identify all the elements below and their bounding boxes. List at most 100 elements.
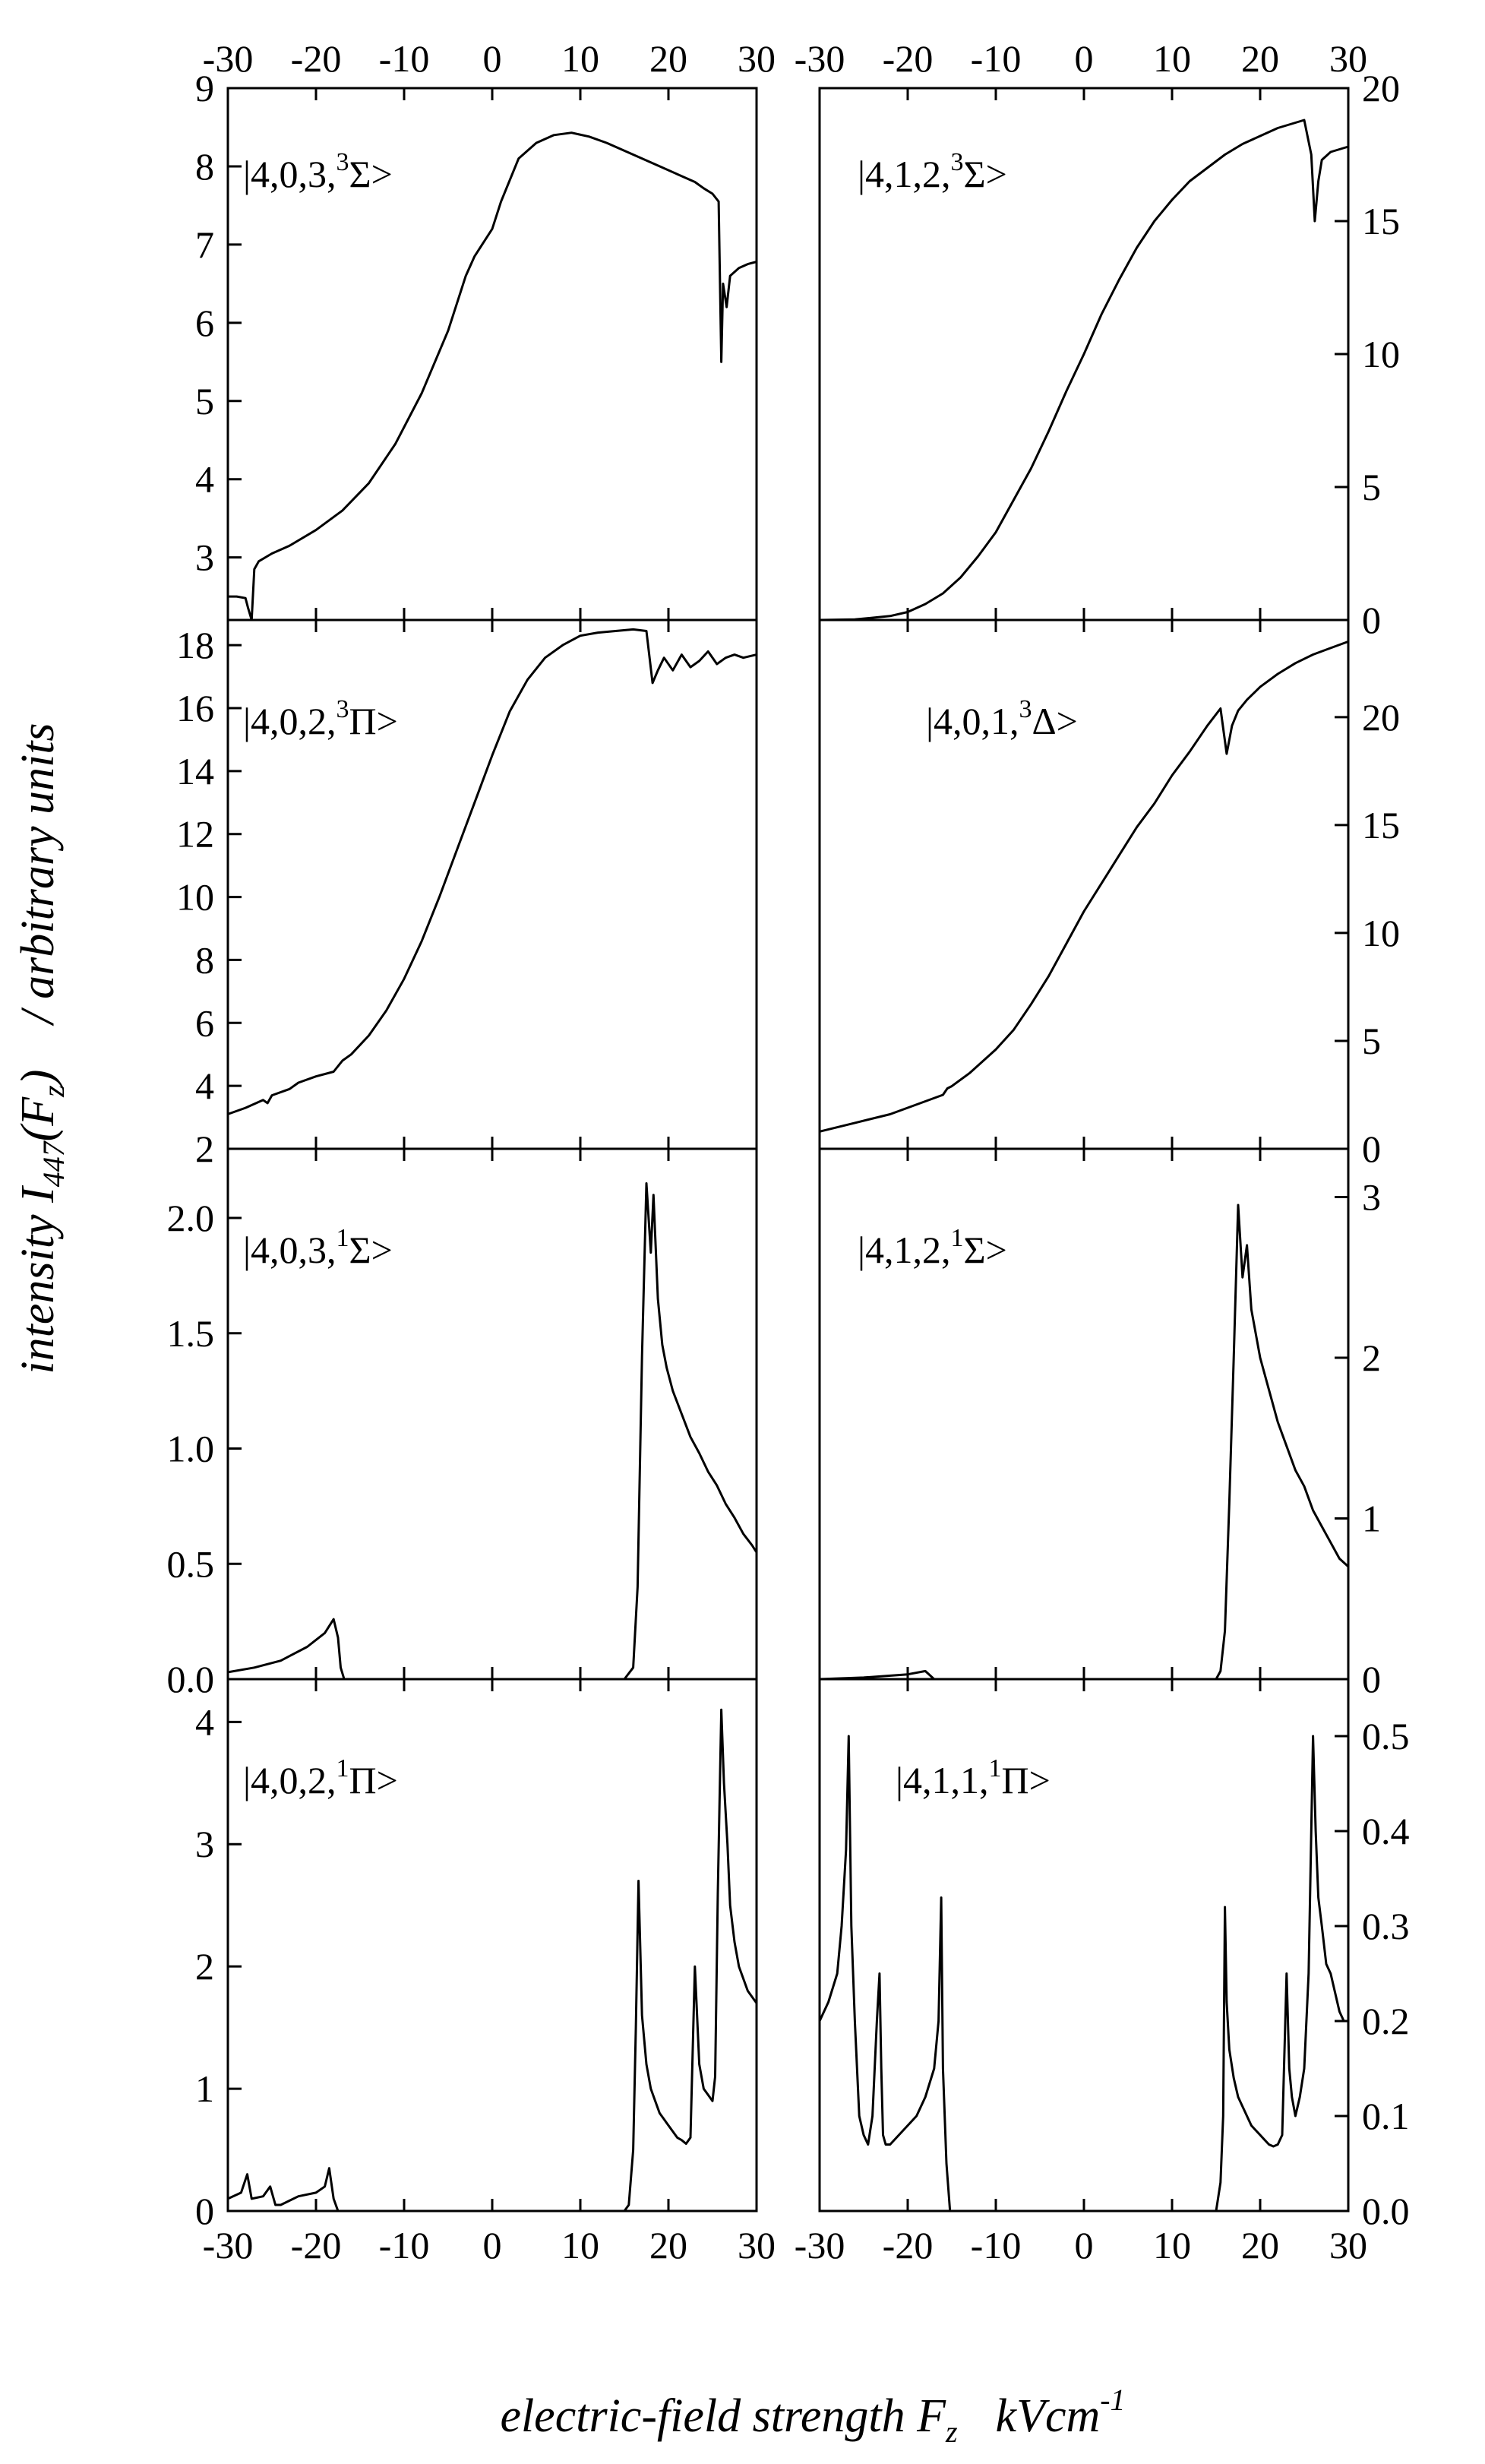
panel-row4-right-xtick-label: 0 xyxy=(1075,2224,1094,2266)
panel-row3-left-state-label: |4,0,3,1Σ> xyxy=(243,1224,393,1271)
panel-row4-right-series-line xyxy=(818,1735,1348,2213)
panel-row2-left-ytick-label: 8 xyxy=(195,938,214,981)
panel-row1-left-xtick-label: 30 xyxy=(738,37,776,80)
panel-row1-left-ytick-label: 8 xyxy=(195,145,214,188)
panel-row3-left-ytick-label: 1.5 xyxy=(167,1312,215,1355)
panel-row1-left-xtick-label: -30 xyxy=(203,37,254,80)
panel-row2-right-state-label: |4,0,1,3Δ> xyxy=(926,695,1078,742)
panel-row4-left-xtick-label: -10 xyxy=(379,2224,430,2266)
panel-row4-left-ytick-label: 3 xyxy=(195,1823,214,1865)
panel-row3-right-state-label: |4,1,2,1Σ> xyxy=(858,1224,1007,1271)
panel-row2-left-ytick-label: 18 xyxy=(176,624,214,666)
panel-row4-left-xtick-label: 20 xyxy=(649,2224,687,2266)
panel-row3-right-ytick-label: 1 xyxy=(1362,1497,1381,1539)
panel-row3-left-series-line xyxy=(227,1182,758,1681)
panel-row1-left-ytick-label: 3 xyxy=(195,536,214,579)
panel-row4-left-ytick-label: 1 xyxy=(195,2067,214,2110)
panel-row1-right-xtick-label: 30 xyxy=(1329,37,1367,80)
panel-row3-left: 0.0 0.5 1.0 1.5 2.0 |4,0,3,1Σ> xyxy=(167,1147,758,1700)
panel-row1-right-xtick-label: -10 xyxy=(971,37,1022,80)
panel-row4-right-ytick-label: 0.3 xyxy=(1362,1905,1410,1947)
panel-row3-left-ytick-label: 1.0 xyxy=(167,1428,215,1470)
panel-row4-right-xtick-label: 20 xyxy=(1241,2224,1279,2266)
panel-row3-left-ytick-label: 0.0 xyxy=(167,1658,215,1700)
panel-row1-left-ytick-label: 7 xyxy=(195,223,214,266)
panel-row4-right-ytick-label: 0.2 xyxy=(1362,2000,1410,2042)
panel-row2-left-ytick-label: 14 xyxy=(176,750,214,792)
panel-row3-right: 0 1 2 3 |4,1,2,1Σ> xyxy=(818,1147,1381,1700)
panel-row1-right-ytick-label: 15 xyxy=(1362,200,1400,242)
panel-row1-left-xtick-label: -10 xyxy=(379,37,430,80)
panel-row2-right-ytick-label: 0 xyxy=(1362,1128,1381,1170)
panel-row2-left-ytick-label: 12 xyxy=(176,813,214,856)
panel-row1-right-xtick-label: 10 xyxy=(1153,37,1191,80)
panel-row1-right-xtick-label: 0 xyxy=(1075,37,1094,80)
panel-row2-right-ytick-label: 5 xyxy=(1362,1020,1381,1062)
panel-row4-left-ytick-label: 0 xyxy=(195,2190,214,2232)
panel-row2-left-ytick-label: 10 xyxy=(176,876,214,919)
panel-row1-right-series-line xyxy=(819,119,1349,622)
panel-row2-left: 2 4 6 8 10 12 14 16 18 |4,0,2,3Π> xyxy=(176,618,758,1170)
panel-row4-left-xtick-label: -20 xyxy=(291,2224,342,2266)
panel-row4-left-series-line xyxy=(227,1708,758,2213)
panel-row1-left-ytick-label: 6 xyxy=(195,302,214,344)
panel-row4-right-ytick-label: 0.4 xyxy=(1362,1810,1410,1852)
panel-row1-left-xtick-label: 10 xyxy=(561,37,599,80)
y-axis-title: intensity I447(Fz)/ arbitrary units xyxy=(12,723,71,1374)
panel-row4-right-ytick-label: 0.5 xyxy=(1362,1715,1410,1757)
panel-row1-right-ytick-label: 0 xyxy=(1362,599,1381,641)
panel-row4-left-xtick-label: 0 xyxy=(483,2224,502,2266)
panel-row4-left-xtick-label: 10 xyxy=(561,2224,599,2266)
panel-row1-right-state-label: |4,1,2,3Σ> xyxy=(858,148,1007,195)
panel-row2-left-series-line xyxy=(227,628,757,1115)
panel-row1-right-xtick-label: -30 xyxy=(795,37,845,80)
panel-row2-left-ytick-label: 16 xyxy=(176,687,214,729)
panel-row2-left-state-label: |4,0,2,3Π> xyxy=(243,695,398,742)
panel-row4-right-state-label: |4,1,1,1Π> xyxy=(896,1754,1051,1801)
panel-row1-left-xtick-label: 20 xyxy=(649,37,687,80)
panel-row1-left-xtick-label: 0 xyxy=(483,37,502,80)
panel-row4-left-ytick-label: 2 xyxy=(195,1945,214,1988)
panel-row1-right-xtick-label: 20 xyxy=(1241,37,1279,80)
panel-row3-left-ytick-label: 0.5 xyxy=(167,1542,215,1585)
panel-row4-right-xtick-label: -10 xyxy=(971,2224,1022,2266)
panel-row2-left-ytick-label: 6 xyxy=(195,1001,214,1044)
panel-row4-left-state-label: |4,0,2,1Π> xyxy=(243,1754,398,1801)
panel-row4-left-ytick-label: 4 xyxy=(195,1700,214,1743)
panel-row4-right-ytick-label: 0.0 xyxy=(1362,2190,1410,2232)
x-axis-title: electric-field strength Fz kVcm-1 xyxy=(500,2383,1125,2449)
panel-row4-right-xtick-label: 30 xyxy=(1329,2224,1367,2266)
panel-row1-left-ytick-label: 5 xyxy=(195,380,214,422)
panel-row3-left-ytick-label: 2.0 xyxy=(167,1197,215,1239)
panel-row4-left-xtick-label: -30 xyxy=(203,2224,254,2266)
panel-row2-right-ytick-label: 20 xyxy=(1362,696,1400,739)
panel-row1-left-xtick-label: -20 xyxy=(291,37,342,80)
panel-row1-right-xtick-label: -20 xyxy=(883,37,934,80)
panel-row1-left-series-line xyxy=(228,131,757,622)
panel-row4-right-xtick-label: -30 xyxy=(795,2224,845,2266)
panel-row4-right: 0.0 0.1 0.2 0.3 0.4 0.5 -30 -20 -10 0 10 20 30 |4,1,1… xyxy=(795,1678,1410,2266)
panel-row2-right: 0 5 10 15 20 |4,0,1,3Δ> xyxy=(818,618,1400,1170)
panel-row3-right-ytick-label: 3 xyxy=(1362,1175,1381,1218)
panel-row3-right-ytick-label: 2 xyxy=(1362,1336,1381,1379)
panel-row3-right-ytick-label: 0 xyxy=(1362,1658,1381,1700)
panel-row1-right-ytick-label: 5 xyxy=(1362,466,1381,508)
panel-row1-left-state-label: |4,0,3,3Σ> xyxy=(243,148,393,195)
panel-row2-left-ytick-label: 4 xyxy=(195,1064,214,1107)
panel-row4-left: 0 1 2 3 4 -30 -20 -10 0 10 20 30 |4,0,2,1Π> xyxy=(195,1678,776,2266)
panel-row4-right-xtick-label: 10 xyxy=(1153,2224,1191,2266)
panel-row4-right-ytick-label: 0.1 xyxy=(1362,2095,1410,2137)
panel-row2-right-frame xyxy=(818,618,1350,1150)
panel-row1-right-ytick-label: 10 xyxy=(1362,333,1400,375)
panel-row4-left-xtick-label: 30 xyxy=(738,2224,776,2266)
panel-row1-left: 3 4 5 6 7 8 9-30 -20 -10 0 10 20 30 |4,0,3,3Σ> xyxy=(195,37,776,622)
panel-row1-left-ytick-label: 9 xyxy=(195,67,214,109)
panel-row1-right-ytick-label: 20 xyxy=(1362,67,1400,109)
panel-row2-right-ytick-label: 15 xyxy=(1362,804,1400,846)
panel-row4-right-xtick-label: -20 xyxy=(883,2224,934,2266)
panel-row2-left-ytick-label: 2 xyxy=(195,1128,214,1170)
panel-row3-right-series-line xyxy=(819,1204,1350,1681)
